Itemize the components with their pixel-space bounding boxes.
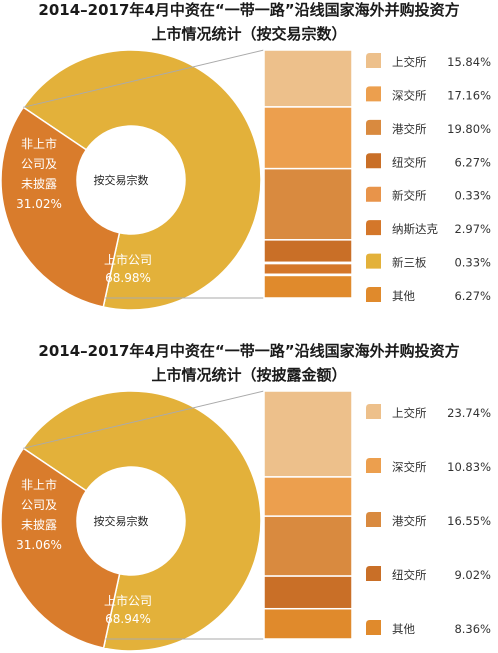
slice-label-listed: 上市公司 <box>104 593 152 608</box>
breakdown-segment <box>263 106 353 170</box>
slice-listed <box>22 390 262 652</box>
slice-label-unlisted-line: 非上市 <box>21 477 57 492</box>
legend-swatch <box>366 458 381 473</box>
legend-swatch <box>366 512 381 527</box>
legend-label: 纽交所 <box>392 155 427 169</box>
connector-line-top <box>23 49 265 108</box>
legend-swatch <box>366 86 381 102</box>
legend-label: 纽交所 <box>392 568 427 582</box>
legend-label: 其他 <box>392 289 415 303</box>
chart-title-line2: 上市情况统计（按披露金额） <box>151 366 346 384</box>
breakdown-segment <box>263 274 353 299</box>
legend-label: 上交所 <box>392 406 427 420</box>
donut-center-label: 按交易宗数 <box>94 173 149 187</box>
breakdown-segment <box>263 239 353 264</box>
breakdown-segment <box>263 262 353 276</box>
slice-label-unlisted-line: 公司及 <box>21 498 57 512</box>
chart-title-line1: 2014–2017年4月中资在“一带一路”沿线国家海外并购投资方 <box>38 342 459 360</box>
slice-label-unlisted-line: 非上市 <box>21 136 57 151</box>
slice-value-unlisted: 31.06% <box>16 538 62 552</box>
breakdown-segment <box>263 476 353 517</box>
legend-value: 0.33% <box>454 189 491 203</box>
breakdown-segment <box>263 515 353 577</box>
legend-value: 15.84% <box>447 55 491 69</box>
legend-swatch <box>366 220 381 236</box>
legend-value: 8.36% <box>454 622 491 636</box>
chart-title-line1: 2014–2017年4月中资在“一带一路”沿线国家海外并购投资方 <box>38 1 459 19</box>
donut-center-label: 按交易宗数 <box>94 514 149 528</box>
legend-value: 19.80% <box>447 122 491 136</box>
legend-value: 17.16% <box>447 88 491 102</box>
legend-label: 港交所 <box>392 122 427 136</box>
legend-swatch <box>366 153 381 169</box>
legend-swatch <box>366 186 381 202</box>
slice-unlisted <box>0 447 121 649</box>
chart-title-line2: 上市情况统计（按交易宗数） <box>151 25 346 43</box>
legend-label: 深交所 <box>392 88 427 102</box>
breakdown-segment <box>263 575 353 610</box>
legend-label: 其他 <box>392 622 415 636</box>
legend-swatch <box>366 119 381 135</box>
legend-swatch <box>366 404 381 419</box>
legend-swatch <box>366 253 381 269</box>
legend-value: 9.02% <box>454 568 491 582</box>
slice-label-unlisted-line: 公司及 <box>21 157 57 171</box>
legend-swatch <box>366 566 381 581</box>
slice-value-listed: 68.98% <box>105 271 151 285</box>
legend-swatch <box>366 287 381 302</box>
legend-label: 深交所 <box>392 460 427 474</box>
legend-label: 新三板 <box>392 256 427 270</box>
legend-label: 新交所 <box>392 189 427 203</box>
breakdown-segment <box>263 607 353 640</box>
slice-value-listed: 68.94% <box>105 612 151 626</box>
slice-unlisted <box>0 106 121 308</box>
slice-listed <box>22 49 262 311</box>
connector-line-top <box>23 390 265 449</box>
legend-value: 2.97% <box>454 222 491 236</box>
slice-label-unlisted-line: 未披露 <box>21 177 57 191</box>
legend-label: 港交所 <box>392 514 427 528</box>
slice-value-unlisted: 31.02% <box>16 197 62 211</box>
slice-label-listed: 上市公司 <box>104 252 152 267</box>
legend-value: 16.55% <box>447 514 491 528</box>
legend-value: 6.27% <box>454 289 491 303</box>
legend-value: 6.27% <box>454 155 491 169</box>
breakdown-segment <box>263 49 353 108</box>
chart-1: 2014–2017年4月中资在“一带一路”沿线国家海外并购投资方上市情况统计（按… <box>0 1 491 311</box>
legend-swatch <box>366 53 381 68</box>
legend-label: 上交所 <box>392 55 427 69</box>
slice-label-unlisted-line: 未披露 <box>21 518 57 532</box>
legend-value: 23.74% <box>447 406 491 420</box>
breakdown-segment <box>263 167 353 241</box>
legend-value: 10.83% <box>447 460 491 474</box>
breakdown-segment <box>263 390 353 478</box>
legend-value: 0.33% <box>454 256 491 270</box>
legend-swatch <box>366 620 381 635</box>
legend-label: 纳斯达克 <box>392 222 438 236</box>
chart-2: 2014–2017年4月中资在“一带一路”沿线国家海外并购投资方上市情况统计（按… <box>0 342 491 652</box>
